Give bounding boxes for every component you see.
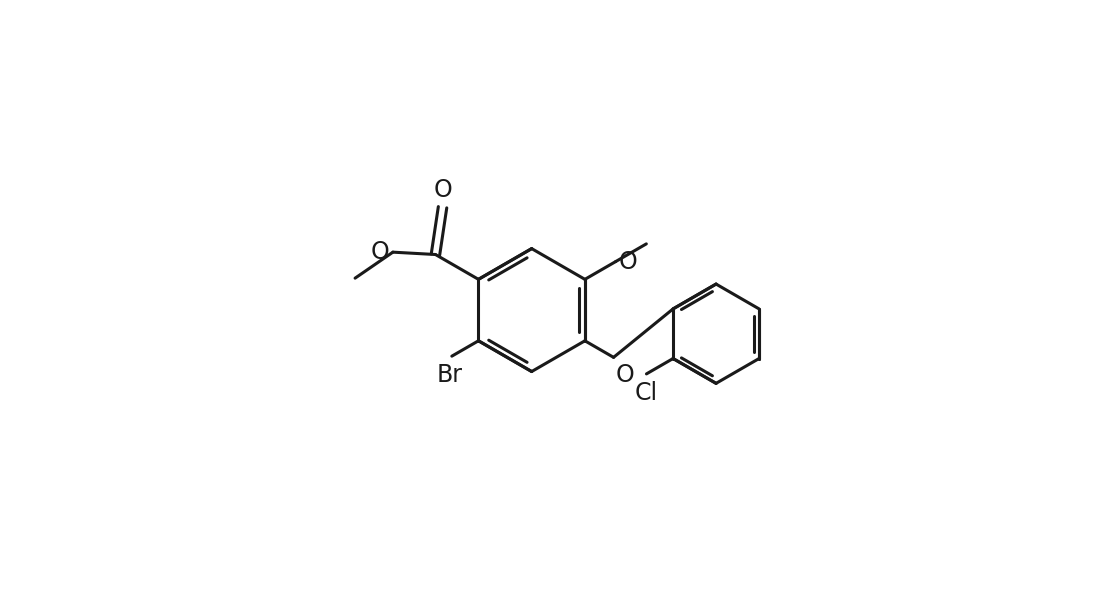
Text: Br: Br [436,363,463,387]
Text: O: O [619,250,638,274]
Text: O: O [371,240,390,264]
Text: Cl: Cl [635,381,658,405]
Text: O: O [433,177,452,201]
Text: O: O [616,363,635,387]
